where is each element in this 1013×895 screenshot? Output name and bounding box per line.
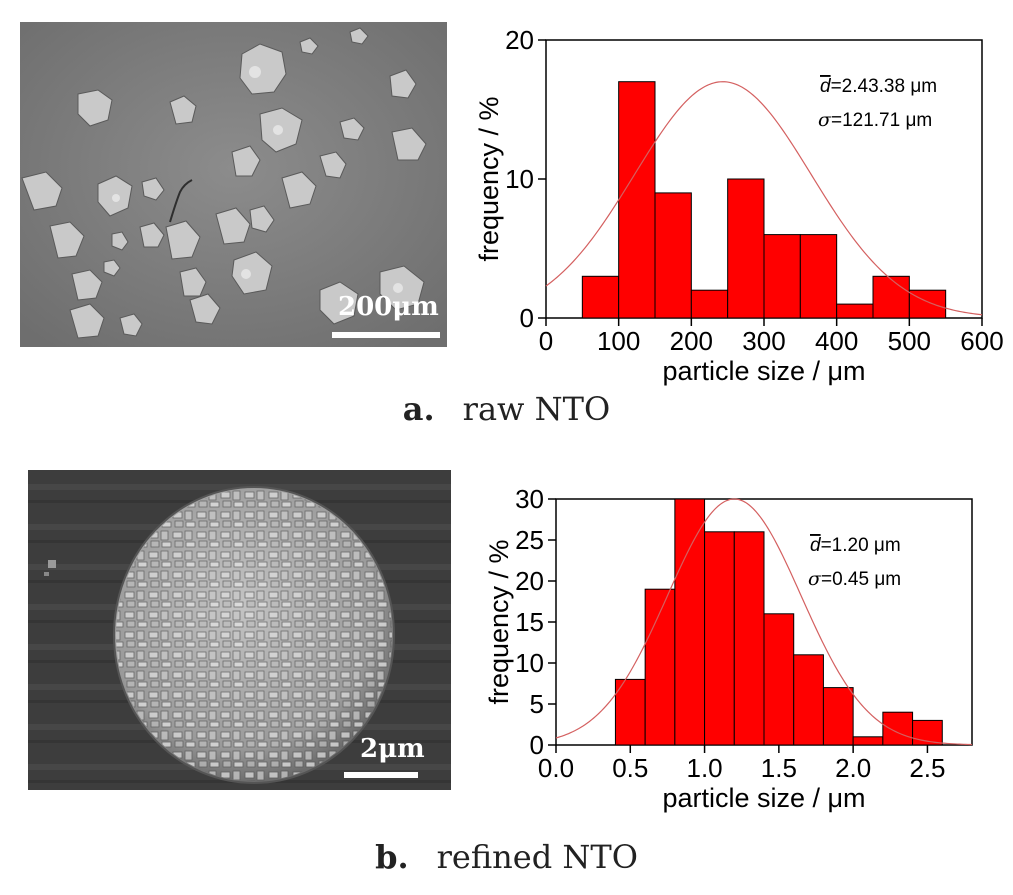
histogram-bar [763, 234, 801, 319]
histogram-bar [836, 303, 874, 319]
y-tick-label: 20 [515, 566, 544, 596]
histogram-bar [852, 736, 884, 746]
x-tick-label: 1.5 [761, 753, 797, 783]
histogram-bar [581, 275, 620, 319]
y-tick-label: 15 [515, 607, 544, 637]
histogram-bar [674, 498, 706, 746]
histogram-bar [793, 654, 824, 746]
histogram-bar [690, 289, 729, 319]
x-tick-label: 0.0 [538, 753, 574, 783]
y-axis-label: frequency / % [474, 96, 504, 261]
caption-refined-nto: b. refined NTO [0, 838, 1013, 876]
histogram-bar [882, 711, 914, 746]
caption-letter: a. [402, 390, 435, 428]
y-tick-label: 0 [530, 730, 544, 760]
annotation-sigma: σ=0.45 μm [808, 568, 901, 590]
normal-fit-curve [555, 498, 973, 746]
normal-fit-curve [545, 81, 983, 316]
histogram-bar [763, 613, 795, 746]
histogram-bar [644, 588, 676, 746]
annotation-mean: d=1.20 μm [810, 535, 901, 556]
x-tick-label: 100 [597, 326, 640, 356]
x-tick-label: 0 [539, 326, 553, 356]
histogram-raw-nto: 0 100 200 300 400 500 600 0 10 20 particle size / … [474, 25, 1004, 386]
x-tick-label: 500 [888, 326, 931, 356]
y-tick-label: 10 [515, 648, 544, 678]
scale-label: 200μm [338, 292, 439, 322]
caption-text: raw NTO [462, 390, 611, 428]
scale-bar [332, 332, 440, 338]
x-tick-label: 400 [815, 326, 858, 356]
y-axis-label: frequency / % [484, 539, 514, 704]
y-tick-label: 0 [520, 303, 534, 333]
caption-text: refined NTO [436, 838, 638, 876]
histogram-bar [822, 687, 854, 746]
x-tick-label: 300 [742, 326, 785, 356]
caption-letter: b. [375, 838, 409, 876]
x-tick-label: 200 [670, 326, 713, 356]
y-tick-label: 10 [505, 164, 534, 194]
histogram-bar [618, 81, 656, 319]
sem-image-refined-nto: 2μm [28, 470, 451, 790]
scale-label: 2μm [360, 734, 425, 764]
x-axis-label: particle size / μm [662, 356, 865, 386]
annotation-mean: d=2.43.38 μm [820, 76, 937, 97]
scale-bar [344, 772, 418, 778]
sem-image-raw-nto: 200μm [20, 22, 447, 347]
y-tick-label: 25 [515, 525, 544, 555]
y-tick-label: 30 [515, 484, 544, 514]
histogram-bar [733, 531, 765, 746]
y-tick-label: 5 [530, 689, 544, 719]
histogram-bar [908, 289, 947, 319]
x-axis-label: particle size / μm [662, 783, 865, 813]
x-tick-label: 0.5 [612, 753, 648, 783]
histogram-bar [727, 178, 765, 319]
histogram-bar [704, 531, 735, 746]
x-tick-label: 2.5 [909, 753, 945, 783]
x-tick-label: 600 [960, 326, 1003, 356]
histogram-refined-nto: 0.0 0.5 1.0 1.5 2.0 2.5 0 5 10 15 20 25 30 particle s… [484, 484, 973, 813]
histogram-bar [872, 275, 910, 319]
annotation-sigma: σ=121.71 μm [818, 109, 932, 131]
caption-raw-nto: a. raw NTO [0, 390, 1013, 428]
histogram-bar [799, 234, 838, 319]
histogram-bar [614, 678, 646, 746]
histogram-bar [654, 192, 692, 319]
x-tick-label: 1.0 [686, 753, 722, 783]
x-tick-label: 2.0 [835, 753, 871, 783]
y-tick-label: 20 [505, 25, 534, 55]
